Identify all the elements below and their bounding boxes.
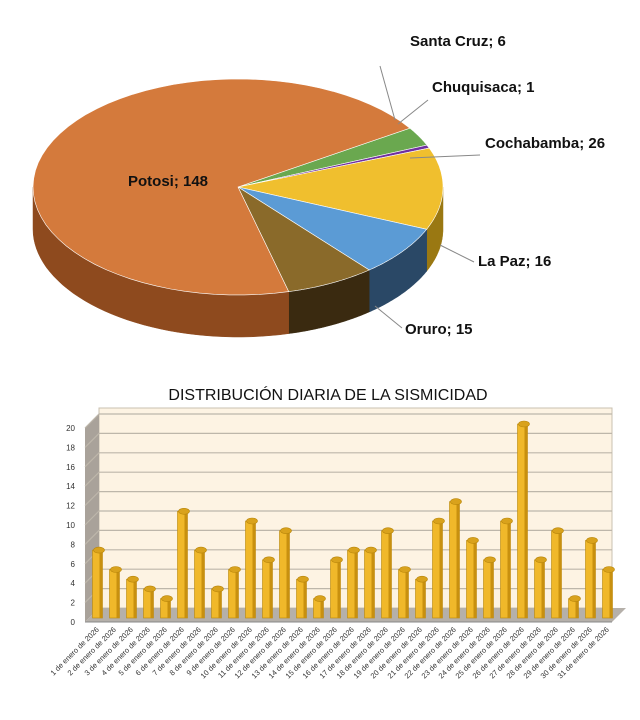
bar-top [382, 527, 394, 534]
y-tick-label: 2 [71, 599, 76, 608]
bar-top [280, 527, 292, 534]
bar-top [314, 595, 326, 602]
bar-chart: DISTRIBUCIÓN DIARIA DE LA SISMICIDAD 0 2 4 6… [49, 385, 626, 680]
bar-shade [507, 521, 511, 618]
gridline [84, 471, 612, 487]
y-tick-label: 16 [66, 463, 75, 472]
bar-top [263, 556, 275, 564]
bar-shade [337, 559, 341, 618]
bar-top [467, 537, 479, 544]
y-tick-label: 0 [71, 618, 76, 627]
bar-shade [201, 550, 205, 618]
bar-shade [592, 540, 596, 618]
pie-label: Cochabamba; 26 [485, 135, 605, 152]
bar-shade [490, 559, 494, 618]
bar-shade [354, 550, 358, 618]
bar-shade [133, 579, 137, 618]
pie-slice-potosi [32, 78, 411, 296]
bar-top [518, 420, 530, 428]
leader-line [409, 154, 481, 159]
leader-line [439, 244, 475, 263]
pie-label: Oruro; 15 [405, 321, 473, 338]
bar-shade [99, 550, 103, 618]
y-tick-label: 10 [66, 521, 75, 530]
bar-top [246, 517, 258, 525]
bar-shade [218, 588, 222, 618]
bar-top [144, 585, 156, 593]
bar-shade [371, 550, 375, 618]
bar-shade [524, 424, 528, 618]
bar-top [535, 556, 547, 564]
y-tick-label: 6 [71, 560, 76, 569]
bar-top [161, 595, 173, 602]
y-tick-label: 8 [71, 540, 76, 549]
bar-top [450, 498, 462, 505]
bar-top [297, 575, 309, 583]
bar-shade [286, 530, 290, 618]
leader-line [397, 99, 429, 125]
pie-label: Santa Cruz; 6 [410, 33, 506, 50]
gridline [84, 413, 612, 429]
bar-top [195, 546, 207, 554]
bar-shade [541, 559, 545, 618]
chart-title: DISTRIBUCIÓN DIARIA DE LA SISMICIDAD [168, 385, 487, 404]
pie-slice-chuquisaca [237, 144, 430, 188]
y-tick-label: 20 [66, 424, 75, 433]
bar-shade [456, 501, 460, 618]
bar-top [416, 575, 428, 583]
bar-top [484, 556, 496, 564]
y-tick-label: 18 [66, 443, 75, 452]
bar-shade [320, 598, 324, 618]
pie-label: Chuquisaca; 1 [432, 79, 535, 96]
gridline [84, 452, 612, 468]
bar-shade [439, 521, 443, 618]
pie-slice-oruro [237, 186, 370, 292]
bar-top [127, 575, 139, 583]
pie-slice-cochabamba [237, 147, 444, 230]
pie-label: La Paz; 16 [478, 253, 551, 270]
bar-top [178, 508, 190, 515]
bar-top [399, 566, 411, 573]
bar-top [603, 566, 615, 573]
bar-top [569, 595, 581, 602]
y-tick-label: 14 [66, 482, 75, 491]
leader-line [379, 65, 396, 121]
pie-slice-la-paz [237, 186, 428, 271]
bar-shade [167, 598, 171, 618]
leader-line [374, 305, 403, 329]
pie-label: Potosi; 148 [128, 173, 208, 190]
bar-top [552, 527, 564, 534]
bar-top [331, 556, 343, 564]
bar-top [365, 546, 377, 554]
bar-shade [303, 579, 307, 618]
y-tick-label: 12 [66, 502, 75, 511]
bar-shade [388, 530, 392, 618]
bar-shade [609, 569, 613, 618]
bar-shade [116, 569, 120, 618]
bar-top [93, 546, 105, 554]
bar-shade [422, 579, 426, 618]
bar-shade [405, 569, 409, 618]
bar-top [501, 517, 513, 525]
bar-shade [473, 540, 477, 618]
bar-shade [184, 511, 188, 618]
pie-slice-santa-cruz [237, 127, 428, 188]
gridline [84, 510, 612, 526]
y-tick-label: 4 [71, 579, 76, 588]
bar-top [348, 546, 360, 554]
bar-shade [575, 598, 579, 618]
bar-shade [235, 569, 239, 618]
bar-shade [150, 588, 154, 618]
bar-top [110, 566, 122, 573]
bar-top [229, 566, 241, 573]
pie-chart: Santa Cruz; 6 Chuquisaca; 1 Cochabamba; 26… [32, 33, 605, 338]
bar-shade [252, 521, 256, 618]
bar-top [212, 585, 224, 593]
gridline [84, 432, 612, 448]
bar-top [433, 517, 445, 525]
bar-shade [269, 559, 273, 618]
bar-top [586, 537, 598, 544]
gridline [84, 491, 612, 507]
bar-shade [558, 530, 562, 618]
